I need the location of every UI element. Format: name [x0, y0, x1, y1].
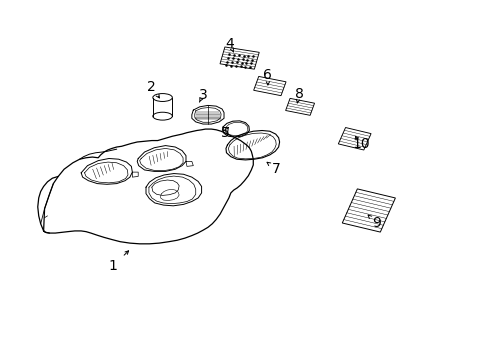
Text: 4: 4 — [225, 37, 234, 51]
Text: 1: 1 — [108, 259, 117, 273]
Text: 9: 9 — [371, 216, 380, 230]
Text: 7: 7 — [271, 162, 280, 176]
Text: 5: 5 — [220, 126, 229, 140]
Text: 10: 10 — [352, 137, 369, 151]
Text: 8: 8 — [294, 87, 303, 101]
Text: 6: 6 — [263, 68, 272, 82]
Text: 3: 3 — [198, 87, 207, 102]
Text: 2: 2 — [147, 80, 156, 94]
